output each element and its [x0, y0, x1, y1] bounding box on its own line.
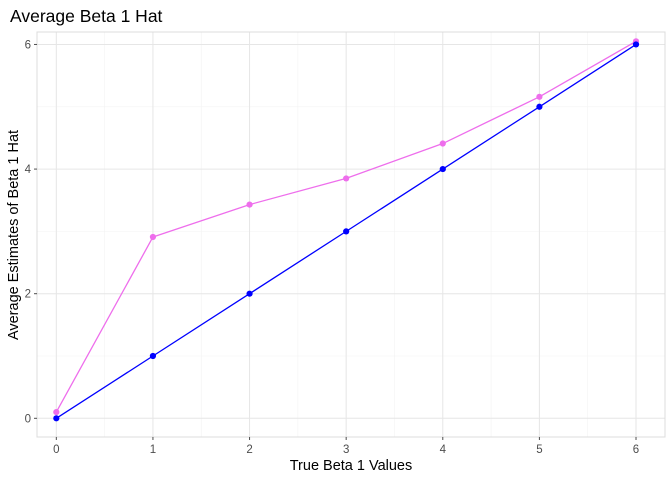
y-tick-label: 2 [25, 289, 31, 301]
x-tick-label: 3 [343, 444, 349, 456]
data-point [53, 415, 60, 422]
x-tick-label: 2 [246, 444, 252, 456]
x-tick-label: 1 [150, 444, 156, 456]
data-point [53, 408, 60, 416]
y-tick-label: 4 [25, 164, 32, 176]
x-tick-label: 4 [440, 444, 447, 456]
x-tick-label: 6 [633, 444, 639, 456]
data-point [246, 290, 253, 297]
x-tick-label: 0 [53, 444, 59, 456]
tick-layer: 0 1 2 3 4 5 6 0 2 4 6 [25, 39, 640, 456]
x-tick-label: 5 [536, 444, 542, 456]
data-point [536, 103, 543, 110]
series-2 [53, 41, 640, 422]
series-layer [53, 38, 640, 422]
data-point [149, 352, 157, 360]
chart-title: Average Beta 1 Hat [10, 6, 163, 26]
data-point [343, 228, 350, 235]
grid [36, 31, 666, 438]
series-1 [53, 38, 640, 416]
data-point [439, 140, 446, 147]
data-point [632, 41, 640, 48]
data-point [536, 93, 543, 100]
y-tick-label: 6 [25, 39, 31, 51]
data-point [343, 175, 350, 182]
x-axis-title: True Beta 1 Values [290, 458, 413, 474]
y-tick-label: 0 [25, 413, 31, 425]
y-axis-title: Average Estimates of Beta 1 Hat [6, 130, 22, 340]
data-point [439, 165, 446, 173]
data-point [246, 201, 253, 208]
plot-panel-border [36, 31, 666, 438]
data-point [149, 233, 157, 241]
